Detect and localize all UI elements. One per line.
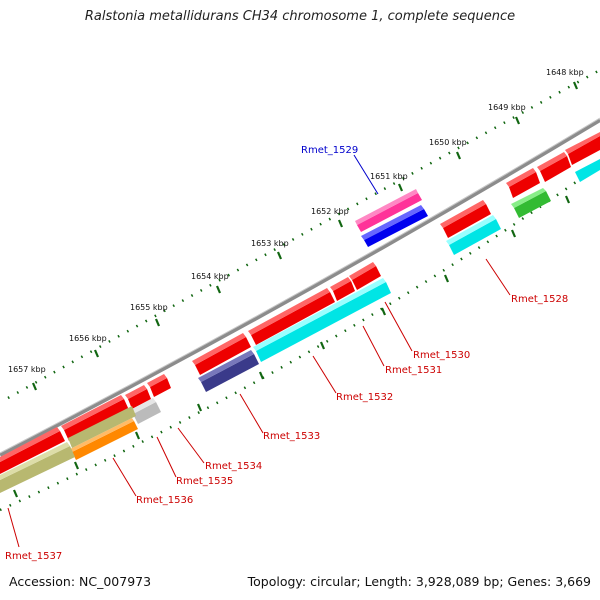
map-title: Ralstonia metallidurans CH34 chromosome … xyxy=(84,9,516,24)
gene-rmet-1533-red xyxy=(192,333,251,375)
gene-olive-1536 xyxy=(68,406,136,448)
tick-label-1650: 1650 kbp xyxy=(429,138,467,147)
tick-label-1652: 1652 kbp xyxy=(311,207,349,216)
gene-label-rmet-1533: Rmet_1533 xyxy=(263,431,320,442)
gene-rmet-1533-navy xyxy=(198,350,259,392)
outer-tick-ring xyxy=(7,68,600,400)
tick-label-1649: 1649 kbp xyxy=(488,103,526,112)
gene-label-rmet-1530: Rmet_1530 xyxy=(413,350,470,361)
tick-label-1653: 1653 kbp xyxy=(251,239,289,248)
tick-label-1651: 1651 kbp xyxy=(370,172,408,181)
gene-rmet-1529-blue xyxy=(361,205,428,247)
tick-label-1657: 1657 kbp xyxy=(8,365,46,374)
gene-red-mid-3 xyxy=(248,288,335,345)
tick-label-1654: 1654 kbp xyxy=(191,272,229,281)
gene-red-mid-1 xyxy=(349,262,381,290)
gene-label-rmet-1535: Rmet_1535 xyxy=(176,476,233,487)
genome-summary-text: Topology: circular; Length: 3,928,089 bp… xyxy=(247,574,591,589)
gene-rmet-1535-red xyxy=(125,385,151,409)
gene-red-upper-right-3 xyxy=(506,168,540,198)
gene-rmet-1528-red xyxy=(440,200,491,238)
gene-rmet-1529-magenta xyxy=(355,189,422,232)
sequence-backbone-highlight xyxy=(0,117,600,454)
tick-label-1655: 1655 kbp xyxy=(130,303,168,312)
gene-green xyxy=(511,188,551,218)
gene-rmet-1537-red xyxy=(0,427,65,474)
gene-rmet-1528-cyan xyxy=(446,215,501,255)
gene-label-rmet-1529: Rmet_1529 xyxy=(301,145,358,156)
gene-label-rmet-1531: Rmet_1531 xyxy=(385,365,442,376)
gene-red-mid-2 xyxy=(330,277,355,301)
inner-major-ticks xyxy=(12,195,571,498)
gene-red-upper-right-2 xyxy=(537,152,571,182)
gene-label-rmet-1534: Rmet_1534 xyxy=(205,461,262,472)
gene-label-rmet-1528: Rmet_1528 xyxy=(511,294,568,305)
gene-red-upper-right-1 xyxy=(565,132,600,165)
gene-rmet-1534-red xyxy=(147,374,171,397)
gene-cyan-mid xyxy=(253,278,391,362)
tick-label-1648: 1648 kbp xyxy=(546,68,584,77)
accession-text: Accession: NC_007973 xyxy=(9,574,152,589)
outer-major-ticks xyxy=(31,81,579,391)
gene-rmet-1535-gray xyxy=(130,398,161,424)
sequence-backbone xyxy=(0,118,600,457)
tick-label-1656: 1656 kbp xyxy=(69,334,107,343)
gene-label-rmet-1536: Rmet_1536 xyxy=(136,495,193,506)
gene-cyan-upper-right xyxy=(575,159,600,182)
gene-rmet-1536-red xyxy=(61,395,129,441)
gene-rmet-1536-orange xyxy=(70,418,138,460)
leader-lines xyxy=(7,154,511,548)
gene-label-rmet-1537: Rmet_1537 xyxy=(5,551,62,562)
gene-rmet-1537-olive xyxy=(0,442,75,493)
gene-label-rmet-1532: Rmet_1532 xyxy=(336,392,393,403)
